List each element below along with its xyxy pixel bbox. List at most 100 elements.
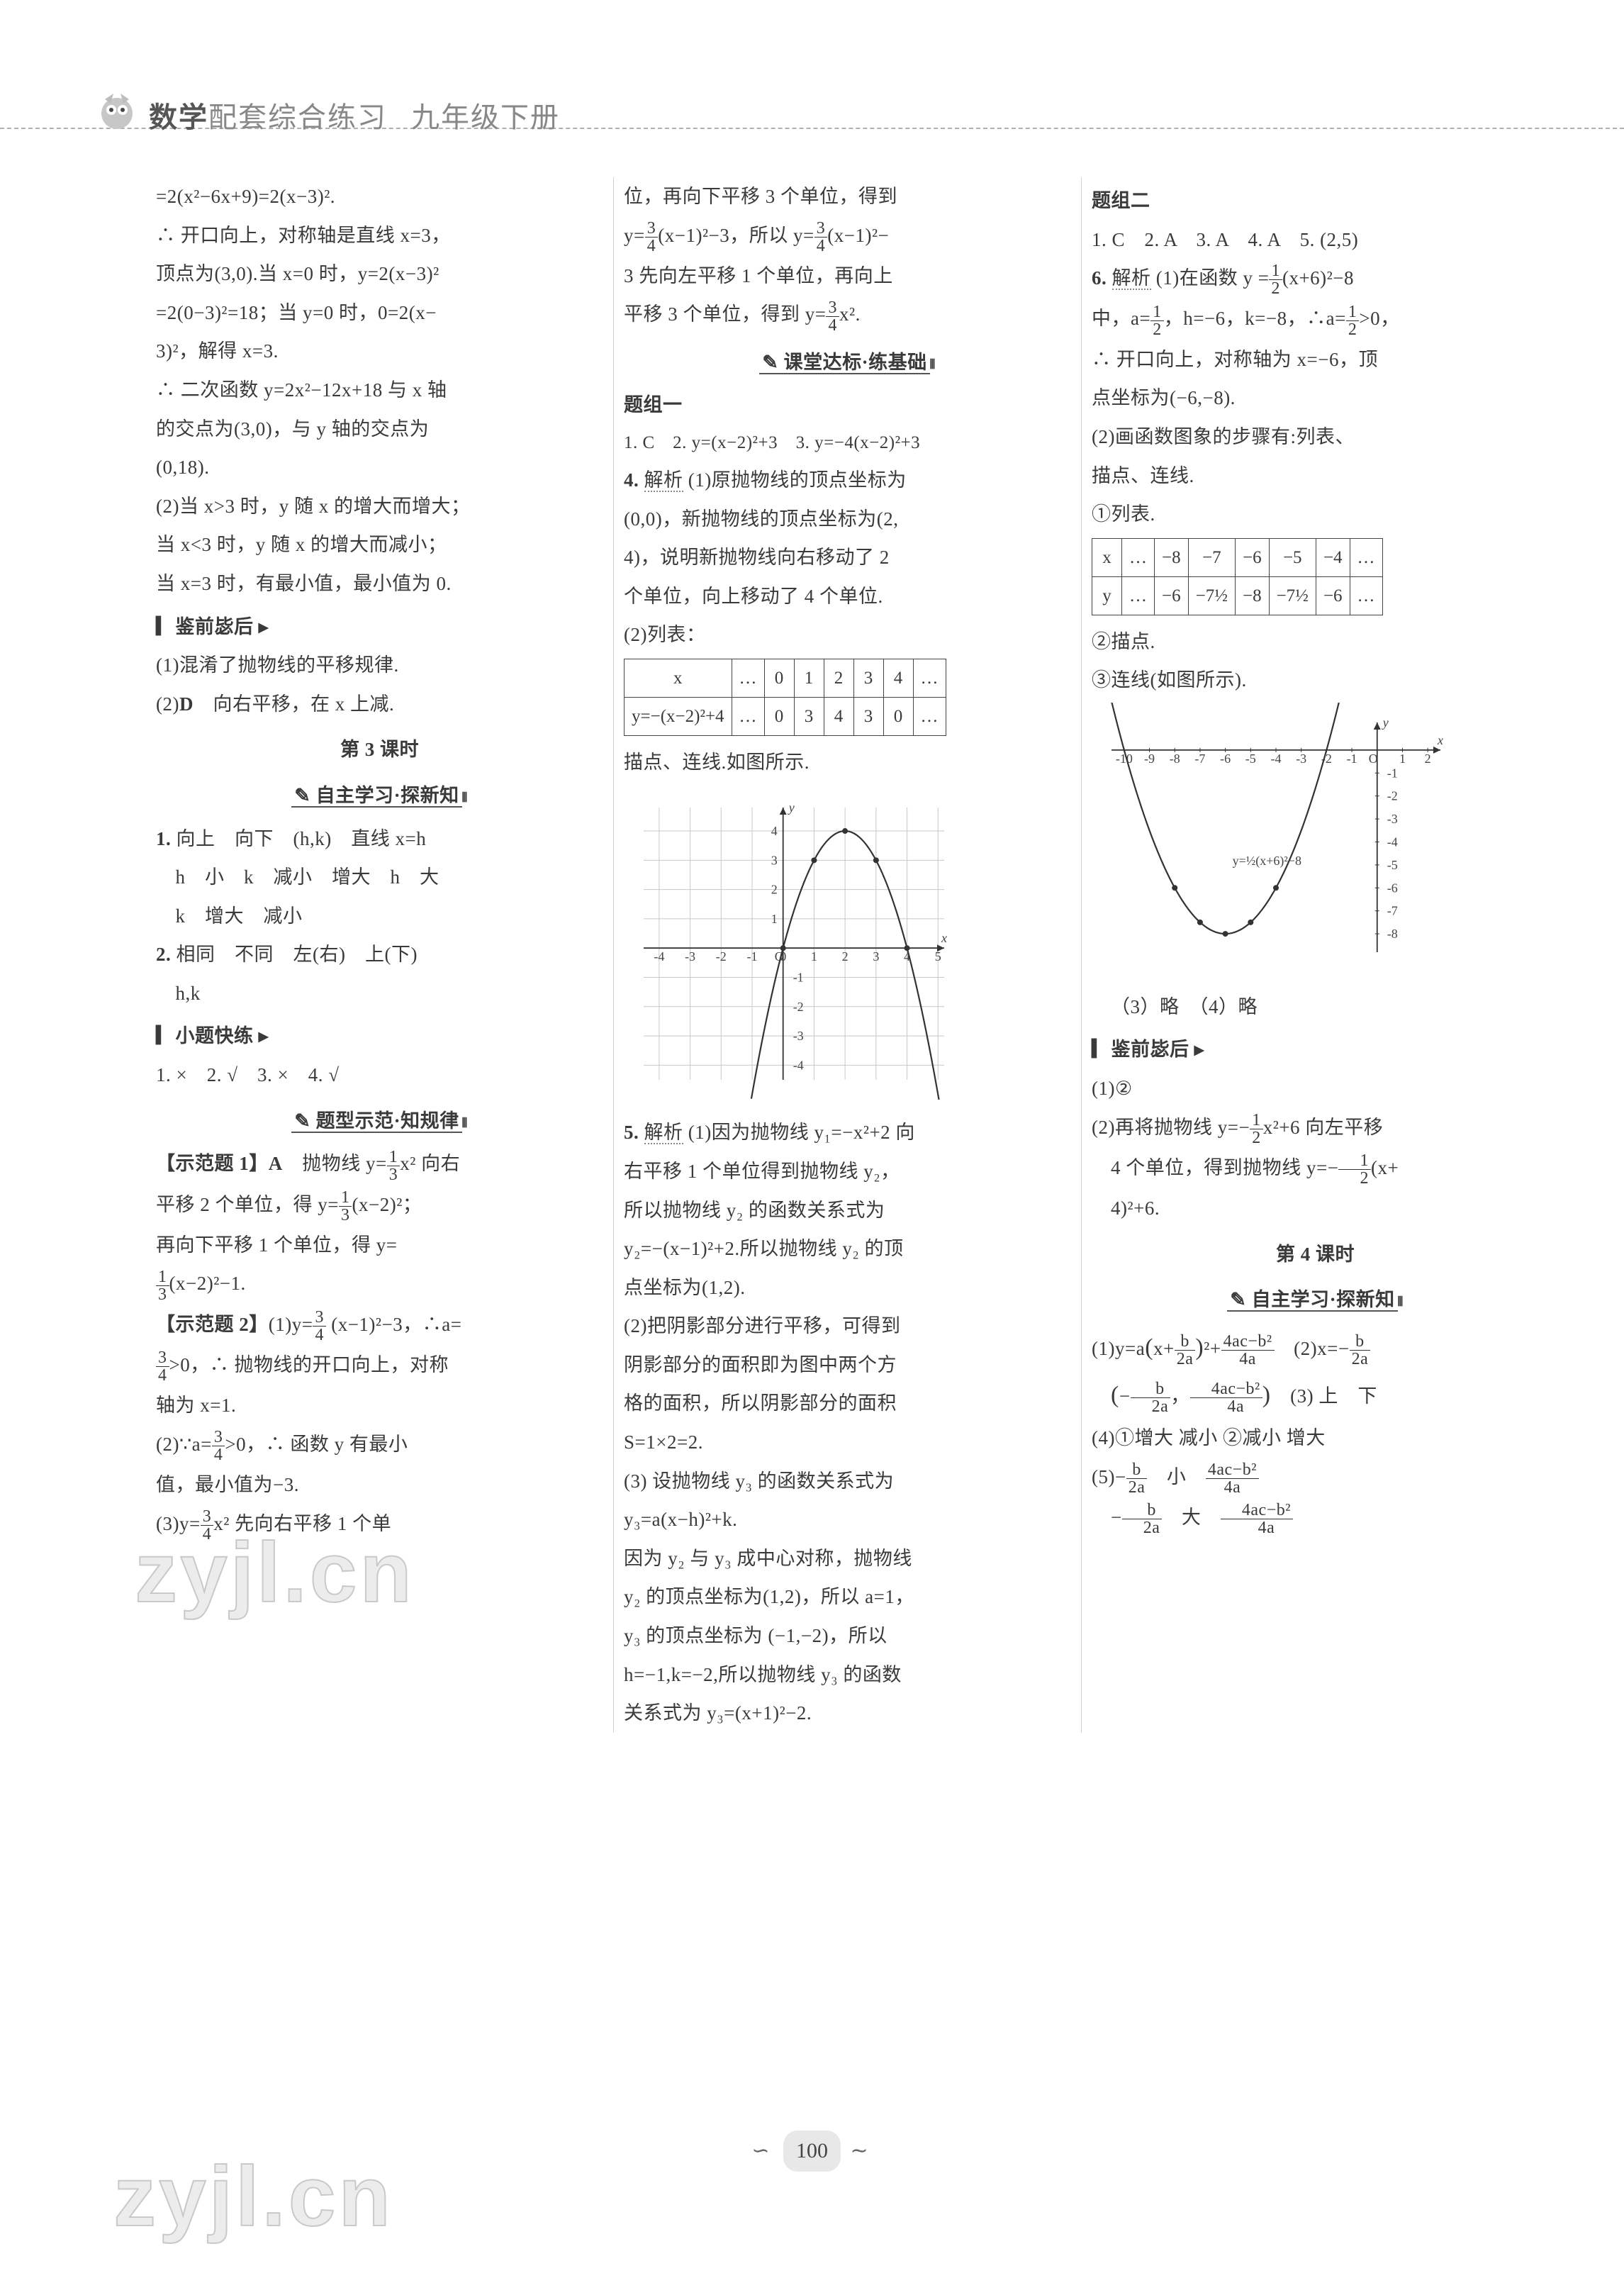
text: (5)−b2a 小 4ac−b²4a	[1092, 1458, 1539, 1498]
text: 平移 2 个单位，得 y=13(x−2)²；	[156, 1185, 603, 1226]
text: 4 个单位，得到抛物线 y=−12(x+	[1092, 1149, 1539, 1189]
svg-text:-2: -2	[1387, 789, 1398, 803]
section-ketang: ✎ 课堂达标·练基础⫴	[624, 343, 1071, 382]
svg-text:y: y	[788, 800, 795, 815]
svg-text:y=½(x+6)²−8: y=½(x+6)²−8	[1233, 854, 1301, 869]
svg-text:O: O	[1369, 752, 1378, 766]
text: 2. 相同 不同 左(右) 上(下)	[156, 935, 603, 974]
text: 13(x−2)²−1.	[156, 1264, 603, 1305]
text: 阴影部分的面积即为图中两个方	[624, 1346, 1071, 1385]
text: 34>0，∴ 抛物线的开口向上，对称	[156, 1346, 603, 1386]
svg-text:-2: -2	[793, 999, 804, 1013]
text: 描点、连线.如图所示.	[624, 743, 1071, 782]
text: (1)混淆了抛物线的平移规律.	[156, 646, 603, 685]
text: (0,0)，新抛物线的顶点坐标为(2,	[624, 500, 1071, 539]
header-title1: 配套综合练习	[208, 101, 387, 133]
text: h 小 k 减小 增大 h 大	[156, 858, 603, 897]
svg-text:-3: -3	[1296, 752, 1306, 766]
text: S=1×2=2.	[624, 1423, 1071, 1462]
page-footer: ∽ 100 ∼	[0, 2131, 1624, 2172]
page-header: 数学配套综合练习 九年级下册	[149, 92, 560, 143]
group-2-label: 题组二	[1092, 182, 1539, 220]
svg-text:-3: -3	[793, 1029, 804, 1043]
header-owl-icon	[92, 85, 142, 135]
svg-text:-9: -9	[1144, 752, 1155, 766]
header-subject: 数学	[149, 101, 208, 133]
svg-text:-8: -8	[1170, 752, 1180, 766]
text: ∴ 开口向上，对称轴是直线 x=3，	[156, 216, 603, 255]
svg-text:4: 4	[771, 824, 778, 838]
text: ∴ 开口向上，对称轴为 x=−6，顶	[1092, 340, 1539, 379]
text: 关系式为 y₃=(x+1)²−2.	[624, 1694, 1071, 1733]
text: h=−1,k=−2,所以抛物线 y₃ 的函数	[624, 1656, 1071, 1694]
svg-text:-7: -7	[1387, 904, 1398, 918]
text: （3）略 （4）略	[1092, 988, 1539, 1027]
section-tixing: ✎ 题型示范·知规律⫴	[156, 1102, 603, 1141]
text: 因为 y₂ 与 y₃ 成中心对称，抛物线	[624, 1539, 1071, 1578]
svg-text:-7: -7	[1194, 752, 1205, 766]
column-1: =2(x²−6x+9)=2(x−3)². ∴ 开口向上，对称轴是直线 x=3， …	[156, 177, 603, 1733]
svg-text:x: x	[1437, 733, 1443, 747]
text: 点坐标为(1,2).	[624, 1268, 1071, 1307]
text: (−b2a，4ac−b²4a) (3) 上 下	[1092, 1371, 1539, 1419]
text: 1. × 2. √ 3. × 4. √	[156, 1056, 603, 1095]
text: 4)，说明新抛物线向右移动了 2	[624, 538, 1071, 577]
svg-text:-4: -4	[1387, 834, 1398, 849]
text: 中，a=12，h=−6，k=−8，∴a=12>0，	[1092, 299, 1539, 340]
text: y=34(x−1)²−3，所以 y=34(x−1)²−	[624, 216, 1071, 257]
text: 个单位，向上移动了 4 个单位.	[624, 577, 1071, 616]
svg-text:5: 5	[935, 949, 941, 964]
svg-text:-4: -4	[793, 1058, 804, 1072]
text: ①列表.	[1092, 495, 1539, 534]
svg-text:-4: -4	[1271, 752, 1282, 766]
text: =2(0−3)²=18；当 y=0 时，0=2(x−	[156, 294, 603, 333]
table-row: y=−(x−2)²+4…03430…	[625, 697, 946, 735]
lesson-4-title: 第 4 课时	[1092, 1235, 1539, 1274]
svg-text:-5: -5	[1245, 752, 1256, 766]
q4: 4. 解析 (1)原抛物线的顶点坐标为	[624, 461, 1071, 500]
text: ③连线(如图所示).	[1092, 661, 1539, 700]
header-title2: 九年级下册	[411, 101, 560, 133]
svg-text:-1: -1	[793, 970, 804, 984]
text: ∴ 二次函数 y=2x²−12x+18 与 x 轴	[156, 371, 603, 410]
text: 3)²，解得 x=3.	[156, 332, 603, 371]
text: 格的面积，所以阴影部分的面积	[624, 1384, 1071, 1423]
table-row: y…−6−7½−8−7½−6…	[1092, 576, 1383, 615]
lesson-3-title: 第 3 课时	[156, 730, 603, 769]
column-2: 位，再向下平移 3 个单位，得到 y=34(x−1)²−3，所以 y=34(x−…	[624, 177, 1071, 1733]
text: (1)②	[1092, 1069, 1539, 1108]
text: 点坐标为(−6,−8).	[1092, 379, 1539, 418]
page-number: 100	[783, 2131, 841, 2172]
text: 3 先向左平移 1 个单位，再向上	[624, 257, 1071, 296]
svg-text:-1: -1	[1347, 752, 1357, 766]
text: h,k	[156, 974, 603, 1013]
section-zizhu: ✎ 自主学习·探新知⫴	[156, 776, 603, 815]
text: y₂=−(x−1)²+2.所以抛物线 y₂ 的顶	[624, 1229, 1071, 1268]
svg-text:1: 1	[811, 949, 817, 964]
q6: 6. 解析 (1)在函数 y =12(x+6)²−8	[1092, 259, 1539, 299]
svg-text:2: 2	[842, 949, 849, 964]
example-2: 【示范题 2】(1)y=34 (x−1)²−3，∴a=	[156, 1305, 603, 1346]
section-jianqian: ▎鉴前毖后 ▸	[156, 608, 603, 647]
text: (1)y=a​(x+b2a)²+4ac−b²4a (2)x=−b2a	[1092, 1324, 1539, 1371]
svg-text:-1: -1	[746, 949, 757, 964]
text: y₂ 的顶点坐标为(1,2)，所以 a=1，	[624, 1578, 1071, 1617]
svg-text:1: 1	[771, 911, 778, 925]
svg-text:2: 2	[1425, 752, 1431, 766]
text: (2)画函数图象的步骤有:列表、	[1092, 418, 1539, 457]
text: 值，最小值为−3.	[156, 1465, 603, 1504]
svg-text:3: 3	[873, 949, 879, 964]
text: (2)当 x>3 时，y 随 x 的增大而增大；	[156, 487, 603, 526]
content-columns: =2(x²−6x+9)=2(x−3)². ∴ 开口向上，对称轴是直线 x=3， …	[156, 177, 1539, 1733]
text: k 增大 减小	[156, 897, 603, 936]
svg-text:-3: -3	[1387, 812, 1398, 826]
svg-text:1: 1	[1399, 752, 1406, 766]
svg-text:-10: -10	[1116, 752, 1133, 766]
text: (2)D 向右平移，在 x 上减.	[156, 685, 603, 724]
text: (2)把阴影部分进行平移，可得到	[624, 1307, 1071, 1346]
column-3: 题组二 1. C 2. A 3. A 4. A 5. (2,5) 6. 解析 (…	[1092, 177, 1539, 1733]
svg-text:-4: -4	[654, 949, 664, 964]
text: =2(x²−6x+9)=2(x−3)².	[156, 177, 603, 216]
answers-row: 1. C 2. A 3. A 4. A 5. (2,5)	[1092, 220, 1539, 259]
text: 轴为 x=1.	[156, 1386, 603, 1425]
